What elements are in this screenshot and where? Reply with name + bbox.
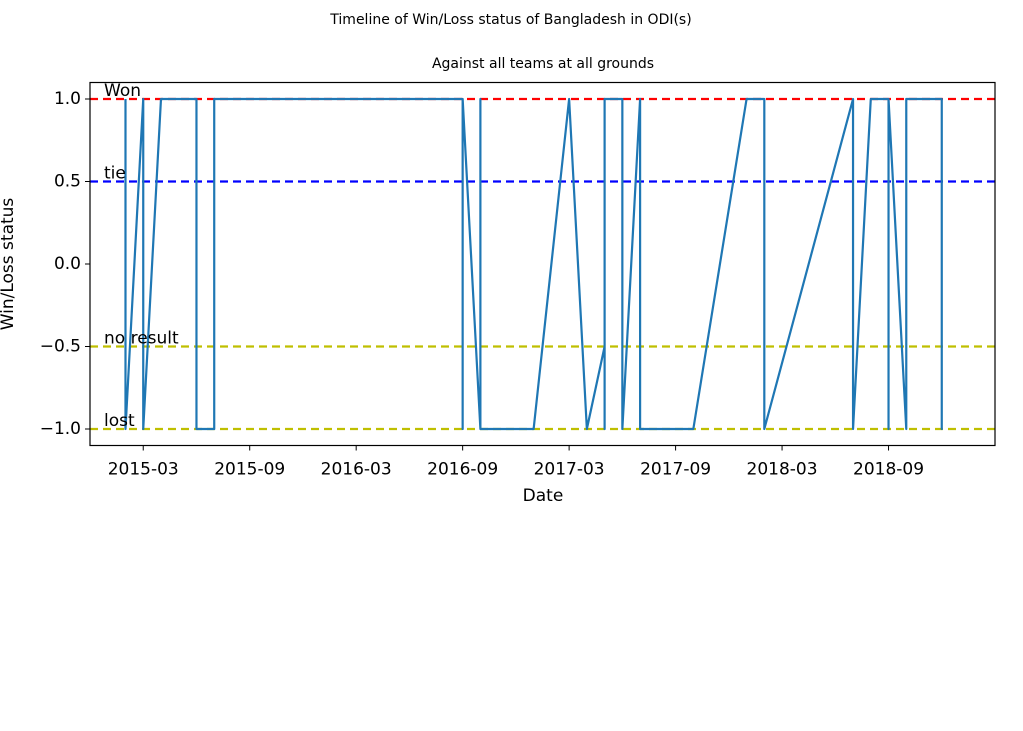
y-tick-label: −0.5 xyxy=(40,337,81,357)
reference-label: no result xyxy=(104,329,179,349)
reference-label: Won xyxy=(104,81,141,101)
reference-label: tie xyxy=(104,164,126,184)
x-tick-label: 2017-09 xyxy=(640,460,711,480)
x-tick-label: 2018-03 xyxy=(747,460,818,480)
x-tick-label: 2017-03 xyxy=(534,460,605,480)
reference-label: lost xyxy=(104,411,135,431)
chart-title: Timeline of Win/Loss status of Banglades… xyxy=(329,12,691,28)
chart-subtitle: Against all teams at all grounds xyxy=(432,56,654,72)
x-tick-label: 2015-09 xyxy=(214,460,285,480)
plot-frame xyxy=(89,81,996,447)
x-tick-label: 2015-03 xyxy=(108,460,179,480)
y-tick-label: 1.0 xyxy=(54,89,81,109)
y-tick-label: −1.0 xyxy=(40,419,81,439)
x-axis-label: Date xyxy=(523,486,564,506)
x-tick-label: 2018-09 xyxy=(853,460,924,480)
y-tick-label: 0.0 xyxy=(54,254,81,274)
x-tick-label: 2016-03 xyxy=(321,460,392,480)
y-axis-label: Win/Loss status xyxy=(0,198,18,331)
data-line xyxy=(124,97,943,431)
y-tick-label: 0.5 xyxy=(54,172,81,192)
x-tick-label: 2016-09 xyxy=(427,460,498,480)
